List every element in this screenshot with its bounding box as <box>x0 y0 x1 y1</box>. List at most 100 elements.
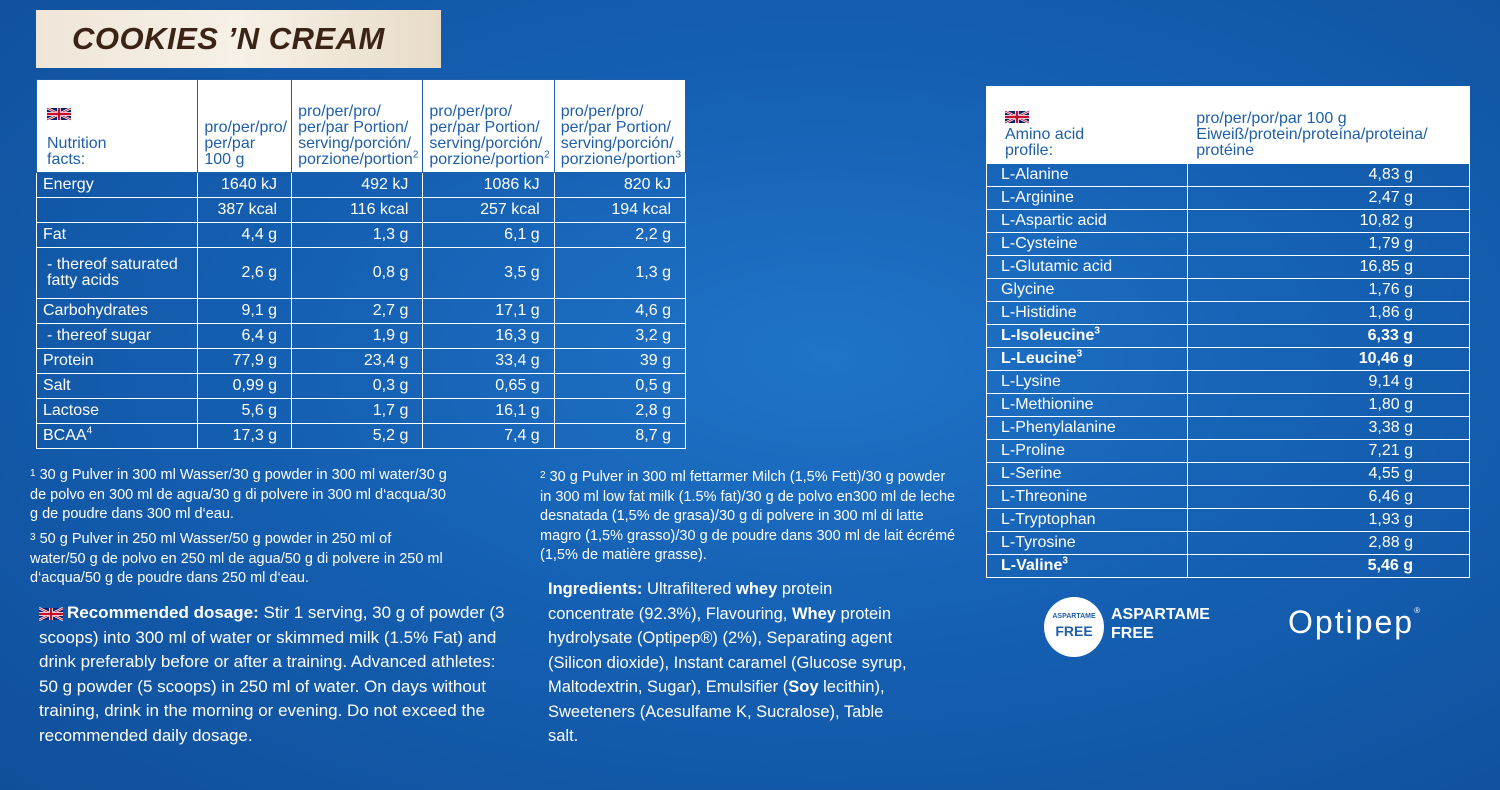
nutrition-cell: 820 kJ <box>553 172 687 198</box>
uk-flag-icon <box>47 106 71 121</box>
amino-value: 1,93 g <box>1187 508 1470 532</box>
footnote-1: 1 30 g Pulver in 300 ml Wasser/30 g powd… <box>30 467 447 522</box>
nutrition-cell: 5,2 g <box>291 423 424 449</box>
uk-flag-icon <box>39 606 63 621</box>
amino-row: L-Aspartic acid 10,82 g <box>985 209 1470 233</box>
nutrition-cell: 17,1 g <box>422 298 555 324</box>
nutrition-cell: 1,7 g <box>291 398 424 424</box>
amino-name: L-Tryptophan <box>985 508 1189 532</box>
amino-row: L-Arginine 2,47 g <box>985 186 1470 210</box>
nutrition-cell: 387 kcal <box>197 197 293 223</box>
nutrition-cell: 1,3 g <box>553 247 687 299</box>
aspartame-free-badge: ASPARTAME FREE <box>1044 597 1104 657</box>
amino-row: L-Cysteine 1,79 g <box>985 232 1470 256</box>
nutrition-row-label: Lactose <box>35 398 199 424</box>
amino-name: L-Histidine <box>985 301 1189 325</box>
nutrition-cell: 1,3 g <box>291 222 424 248</box>
nutrition-cell: 2,6 g <box>197 247 293 299</box>
nutrition-cell: 16,3 g <box>422 323 555 349</box>
amino-name: L-Arginine <box>985 186 1189 210</box>
dosage-heading: Recommended dosage: <box>67 603 259 622</box>
amino-value: 5,46 g <box>1187 554 1470 578</box>
amino-row: L-Leucine3 10,46 g <box>985 347 1470 371</box>
amino-value: 4,55 g <box>1187 462 1470 486</box>
amino-name: L-Tyrosine <box>985 531 1189 555</box>
dosage-text: Stir 1 serving, 30 g of powder (3 scoops… <box>39 603 505 745</box>
amino-row: Glycine 1,76 g <box>985 278 1470 302</box>
footnote-3: 3 50 g Pulver in 250 ml Wasser/50 g powd… <box>30 531 443 586</box>
nutrition-row-label: Energy <box>35 172 199 198</box>
amino-name: L-Aspartic acid <box>985 209 1189 233</box>
amino-name: L-Serine <box>985 462 1189 486</box>
nutrition-cell: 194 kcal <box>553 197 687 223</box>
amino-value: 7,21 g <box>1187 439 1470 463</box>
nutrition-cell: 16,1 g <box>422 398 555 424</box>
nutrition-row-label: - thereof sugar <box>35 323 199 349</box>
nutrition-row-label: - thereof saturated fatty acids <box>35 247 199 299</box>
nutrition-cell: 0,65 g <box>422 373 555 399</box>
nutrition-cell: 2,7 g <box>291 298 424 324</box>
nutrition-cell: 3,5 g <box>422 247 555 299</box>
nutrition-cell: 492 kJ <box>291 172 424 198</box>
nutrition-header-serving-2: pro/per/pro/ per/par Portion/ serving/po… <box>422 79 555 173</box>
nutrition-cell: 7,4 g <box>422 423 555 449</box>
amino-row: L-Methionine 1,80 g <box>985 393 1470 417</box>
amino-value: 6,46 g <box>1187 485 1470 509</box>
product-title-banner: COOKIES ’N CREAM <box>36 10 441 68</box>
nutrition-row-label: Carbohydrates <box>35 298 199 324</box>
nutrition-cell: 39 g <box>553 348 687 374</box>
amino-row: L-Glutamic acid 16,85 g <box>985 255 1470 279</box>
nutrition-cell: 17,3 g <box>197 423 293 449</box>
amino-value: 2,47 g <box>1187 186 1470 210</box>
amino-value: 10,82 g <box>1187 209 1470 233</box>
amino-row: L-Lysine 9,14 g <box>985 370 1470 394</box>
amino-name: Glycine <box>985 278 1189 302</box>
nutrition-header-serving-1: pro/per/pro/ per/par Portion/ serving/po… <box>291 79 424 173</box>
amino-name: L-Methionine <box>985 393 1189 417</box>
nutrition-row-label <box>35 197 199 223</box>
nutrition-cell: 257 kcal <box>422 197 555 223</box>
nutrition-row-label: BCAA4 <box>35 423 199 449</box>
amino-name: L-Lysine <box>985 370 1189 394</box>
nutrition-table: Nutrition facts: pro/per/pro/ per/par 10… <box>35 79 687 449</box>
footnote-2: 2 30 g Pulver in 300 ml fettarmer Milch … <box>540 469 956 563</box>
amino-value: 1,80 g <box>1187 393 1470 417</box>
nutrition-cell: 0,99 g <box>197 373 293 399</box>
nutrition-header-per100g: pro/per/pro/ per/par 100 g <box>197 79 293 173</box>
nutrition-header-row: Nutrition facts: pro/per/pro/ per/par 10… <box>35 79 687 173</box>
nutrition-cell: 23,4 g <box>291 348 424 374</box>
amino-value: 1,79 g <box>1187 232 1470 256</box>
nutrition-row-label: Fat <box>35 222 199 248</box>
amino-row: L-Threonine 6,46 g <box>985 485 1470 509</box>
nutrition-cell: 1,9 g <box>291 323 424 349</box>
amino-header-value: pro/per/por/par 100 g Eiweiß/protein/pro… <box>1187 86 1470 164</box>
nutrition-header-label: Nutrition facts: <box>35 79 199 173</box>
uk-flag-icon <box>1005 109 1029 124</box>
nutrition-row-label: Salt <box>35 373 199 399</box>
nutrition-cell: 3,2 g <box>553 323 687 349</box>
amino-value: 6,33 g <box>1187 324 1470 348</box>
amino-name: L-Alanine <box>985 163 1189 187</box>
amino-acid-table: Amino acid profile: pro/per/por/par 100 … <box>985 86 1470 578</box>
amino-name: L-Threonine <box>985 485 1189 509</box>
amino-row: L-Tyrosine 2,88 g <box>985 531 1470 555</box>
amino-name: L-Phenylalanine <box>985 416 1189 440</box>
nutrition-row: Salt 0,99 g 0,3 g 0,65 g 0,5 g <box>35 373 687 399</box>
ingredients: Ingredients: Ultrafiltered whey protein … <box>548 580 907 745</box>
amino-value: 1,76 g <box>1187 278 1470 302</box>
nutrition-cell: 0,8 g <box>291 247 424 299</box>
nutrition-row: - thereof sugar 6,4 g 1,9 g 16,3 g 3,2 g <box>35 323 687 349</box>
amino-row: L-Isoleucine3 6,33 g <box>985 324 1470 348</box>
nutrition-row: Energy 1640 kJ 492 kJ 1086 kJ 820 kJ <box>35 172 687 198</box>
nutrition-cell: 6,4 g <box>197 323 293 349</box>
amino-value: 16,85 g <box>1187 255 1470 279</box>
amino-row: L-Phenylalanine 3,38 g <box>985 416 1470 440</box>
nutrition-header-serving-3: pro/per/pro/ per/par Portion/ serving/po… <box>553 79 687 173</box>
amino-row: L-Serine 4,55 g <box>985 462 1470 486</box>
optipep-logo: Optipep® <box>1288 604 1422 640</box>
amino-name: L-Leucine3 <box>985 347 1189 371</box>
nutrition-row: Protein 77,9 g 23,4 g 33,4 g 39 g <box>35 348 687 374</box>
amino-row: L-Proline 7,21 g <box>985 439 1470 463</box>
amino-value: 10,46 g <box>1187 347 1470 371</box>
nutrition-cell: 116 kcal <box>291 197 424 223</box>
